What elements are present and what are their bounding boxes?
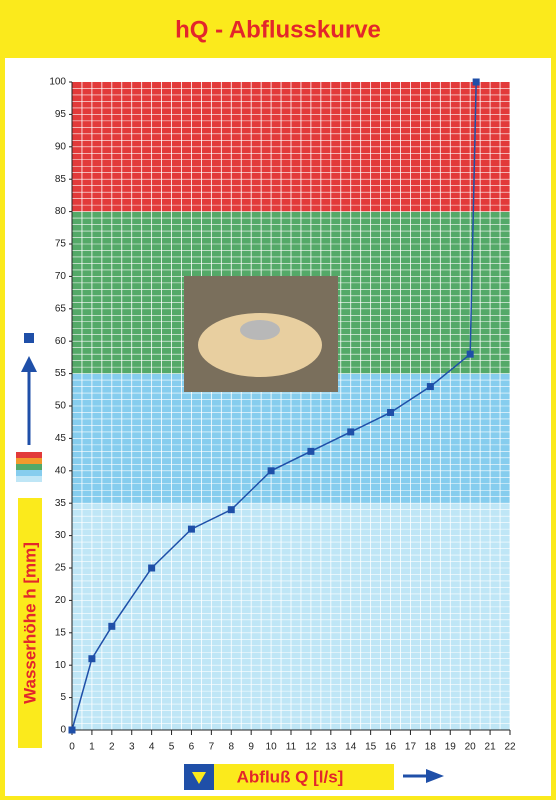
x-tick-label: 16 xyxy=(385,742,397,753)
x-tick-label: 5 xyxy=(169,742,175,753)
color-legend xyxy=(16,452,42,482)
x-tick-label: 21 xyxy=(485,742,497,753)
chart-title: hQ - Abflusskurve xyxy=(175,16,381,43)
x-tick-label: 17 xyxy=(405,742,417,753)
x-tick-label: 8 xyxy=(228,742,234,753)
y-axis-label: Wasserhöhe h [mm] xyxy=(20,542,39,704)
photo-disk xyxy=(198,313,322,377)
x-tick-label: 19 xyxy=(445,742,457,753)
point xyxy=(387,408,395,416)
y-tick-label: 65 xyxy=(55,303,67,314)
point xyxy=(108,622,116,630)
x-tick-label: 9 xyxy=(248,742,254,753)
y-tick-label: 40 xyxy=(55,465,67,476)
x-tick-label: 22 xyxy=(504,742,516,753)
y-tick-label: 60 xyxy=(55,336,67,347)
swatch xyxy=(16,476,42,482)
y-tick-label: 15 xyxy=(55,627,67,638)
x-tick-label: 10 xyxy=(266,742,278,753)
y-tick-label: 95 xyxy=(55,109,67,120)
y-arrow-head xyxy=(21,356,37,372)
y-tick-label: 0 xyxy=(60,725,66,736)
x-tick-label: 4 xyxy=(149,742,155,753)
x-label-box xyxy=(184,764,394,790)
y-marker-icon xyxy=(24,333,34,343)
y-tick-label: 20 xyxy=(55,595,67,606)
y-tick-label: 90 xyxy=(55,141,67,152)
x-tick-label: 1 xyxy=(89,742,95,753)
x-tick-label: 3 xyxy=(129,742,135,753)
y-label-box xyxy=(18,498,42,748)
y-tick-label: 55 xyxy=(55,368,67,379)
y-tick-label: 5 xyxy=(60,692,66,703)
y-tick-label: 80 xyxy=(55,206,67,217)
point xyxy=(88,655,96,663)
point xyxy=(68,726,76,734)
y-tick-label: 30 xyxy=(55,530,67,541)
point xyxy=(267,467,275,475)
swatch xyxy=(16,452,42,458)
y-tick-label: 35 xyxy=(55,498,67,509)
y-tick-label: 75 xyxy=(55,239,67,250)
y-tick-label: 85 xyxy=(55,174,67,185)
point xyxy=(472,78,480,86)
point xyxy=(307,447,315,455)
x-tick-label: 12 xyxy=(305,742,317,753)
x-icon-arrow xyxy=(192,772,206,784)
point xyxy=(426,383,434,391)
point xyxy=(187,525,195,533)
point xyxy=(347,428,355,436)
x-tick-label: 20 xyxy=(465,742,477,753)
x-tick-label: 6 xyxy=(189,742,195,753)
x-tick-label: 0 xyxy=(69,742,75,753)
x-tick-label: 11 xyxy=(286,742,297,753)
y-tick-label: 70 xyxy=(55,271,67,282)
x-tick-label: 7 xyxy=(209,742,215,753)
y-tick-label: 25 xyxy=(55,563,67,574)
x-arrow-head xyxy=(426,769,444,783)
x-axis-label: Abfluß Q [l/s] xyxy=(237,767,344,786)
x-tick-label: 2 xyxy=(109,742,115,753)
plot: 0510152025303540455055606570758085909510… xyxy=(49,77,516,753)
y-tick-label: 100 xyxy=(49,77,66,88)
swatch xyxy=(16,458,42,464)
y-tick-label: 45 xyxy=(55,433,67,444)
x-tick-label: 13 xyxy=(325,742,337,753)
y-tick-label: 10 xyxy=(55,660,67,671)
point xyxy=(466,350,474,358)
photo-cap xyxy=(240,320,280,340)
x-tick-label: 15 xyxy=(365,742,377,753)
point xyxy=(148,564,156,572)
x-tick-label: 18 xyxy=(425,742,437,753)
point xyxy=(227,506,235,514)
swatch xyxy=(16,470,42,476)
swatch xyxy=(16,464,42,470)
y-tick-label: 50 xyxy=(55,401,67,412)
x-tick-label: 14 xyxy=(345,742,357,753)
